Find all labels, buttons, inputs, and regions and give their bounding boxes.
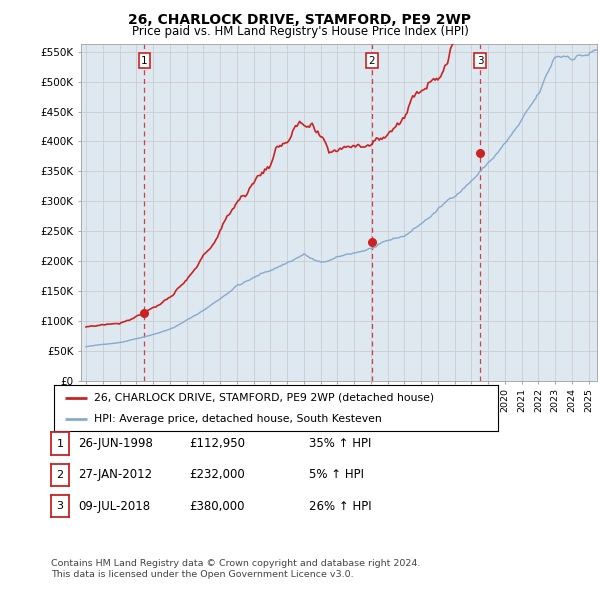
Text: 35% ↑ HPI: 35% ↑ HPI	[309, 437, 371, 450]
Text: HPI: Average price, detached house, South Kesteven: HPI: Average price, detached house, Sout…	[94, 414, 382, 424]
Text: 26-JUN-1998: 26-JUN-1998	[78, 437, 153, 450]
Text: £380,000: £380,000	[189, 500, 245, 513]
Text: 26% ↑ HPI: 26% ↑ HPI	[309, 500, 371, 513]
Text: 3: 3	[56, 502, 64, 511]
Text: 27-JAN-2012: 27-JAN-2012	[78, 468, 152, 481]
Text: 2: 2	[368, 55, 376, 65]
Text: 2: 2	[56, 470, 64, 480]
Text: £232,000: £232,000	[189, 468, 245, 481]
Text: 26, CHARLOCK DRIVE, STAMFORD, PE9 2WP (detached house): 26, CHARLOCK DRIVE, STAMFORD, PE9 2WP (d…	[94, 393, 434, 403]
Text: 3: 3	[477, 55, 484, 65]
Text: 09-JUL-2018: 09-JUL-2018	[78, 500, 150, 513]
Text: Contains HM Land Registry data © Crown copyright and database right 2024.: Contains HM Land Registry data © Crown c…	[51, 559, 421, 568]
Text: 5% ↑ HPI: 5% ↑ HPI	[309, 468, 364, 481]
Text: £112,950: £112,950	[189, 437, 245, 450]
Text: Price paid vs. HM Land Registry's House Price Index (HPI): Price paid vs. HM Land Registry's House …	[131, 25, 469, 38]
Text: 1: 1	[141, 55, 148, 65]
Text: This data is licensed under the Open Government Licence v3.0.: This data is licensed under the Open Gov…	[51, 571, 353, 579]
Text: 26, CHARLOCK DRIVE, STAMFORD, PE9 2WP: 26, CHARLOCK DRIVE, STAMFORD, PE9 2WP	[128, 13, 472, 27]
Text: 1: 1	[56, 439, 64, 448]
